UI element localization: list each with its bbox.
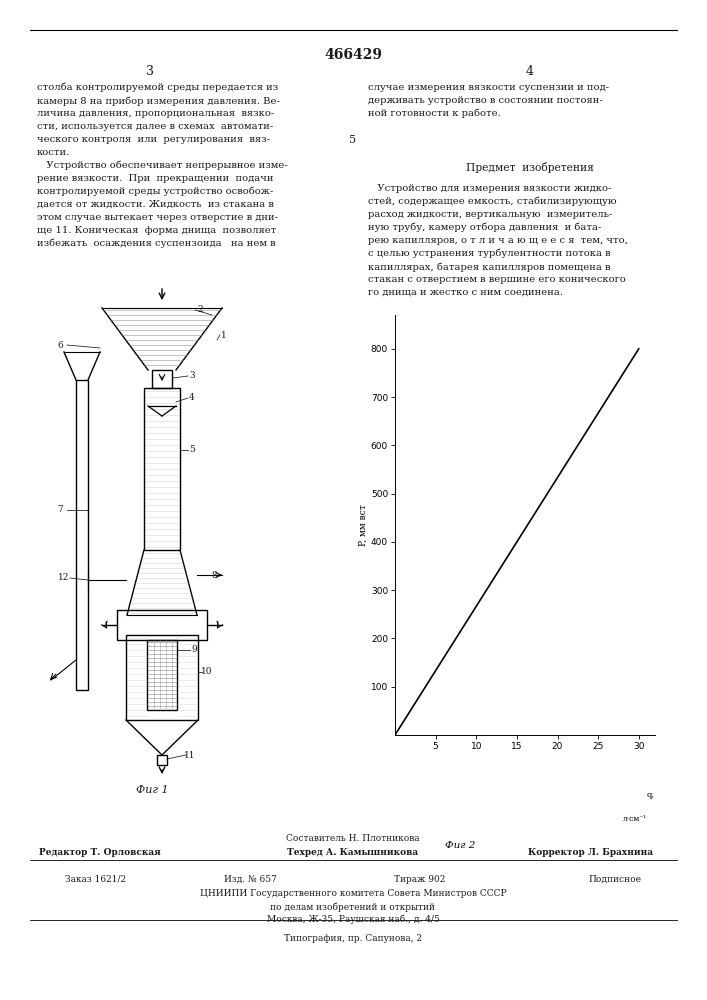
Text: контролируемой среды устройство освобож-: контролируемой среды устройство освобож- — [37, 187, 273, 196]
Text: Устройство для измерения вязкости жидко-: Устройство для измерения вязкости жидко- — [368, 184, 612, 193]
Text: дается от жидкости. Жидкость  из стакана в: дается от жидкости. Жидкость из стакана … — [37, 200, 274, 209]
Text: Фиг 1: Фиг 1 — [136, 785, 168, 795]
Text: рение вязкости.  При  прекращении  подачи: рение вязкости. При прекращении подачи — [37, 174, 274, 183]
Text: 466429: 466429 — [324, 48, 382, 62]
Text: 8: 8 — [211, 570, 217, 580]
Text: 5: 5 — [349, 135, 356, 145]
Text: ную трубу, камеру отбора давления  и бата-: ную трубу, камеру отбора давления и бата… — [368, 223, 602, 232]
Text: Подписное: Подписное — [588, 875, 641, 884]
Bar — [147, 640, 177, 710]
Text: ЦНИИПИ Государственного комитета Совета Министров СССР: ЦНИИПИ Государственного комитета Совета … — [199, 889, 506, 898]
Text: стакан с отверстием в вершине его конического: стакан с отверстием в вершине его кониче… — [368, 275, 626, 284]
Text: столба контролируемой среды передается из: столба контролируемой среды передается и… — [37, 83, 279, 93]
Text: рею капилляров, о т л и ч а ю щ е е с я  тем, что,: рею капилляров, о т л и ч а ю щ е е с я … — [368, 236, 628, 245]
Text: Фиг 2: Фиг 2 — [445, 841, 475, 850]
Text: случае измерения вязкости суспензии и под-: случае измерения вязкости суспензии и по… — [368, 83, 609, 92]
Text: 12: 12 — [58, 574, 70, 582]
Text: Тираж 902: Тираж 902 — [395, 875, 445, 884]
Y-axis label: P, мм вст: P, мм вст — [359, 504, 368, 546]
Bar — [152, 370, 172, 388]
Text: стей, содержащее емкость, стабилизирующую: стей, содержащее емкость, стабилизирующу… — [368, 197, 617, 207]
Text: ще 11. Коническая  форма днища  позволяет: ще 11. Коническая форма днища позволяет — [37, 226, 276, 235]
Text: Москва, Ж-35, Раушская наб., д. 4/5: Москва, Ж-35, Раушская наб., д. 4/5 — [267, 915, 440, 924]
Text: 9: 9 — [191, 646, 197, 654]
Text: Редактор Т. Орловская: Редактор Т. Орловская — [39, 848, 161, 857]
Text: 2: 2 — [197, 306, 203, 314]
Text: Корректор Л. Брахнина: Корректор Л. Брахнина — [527, 848, 653, 857]
Text: го днища и жестко с ним соединена.: го днища и жестко с ним соединена. — [368, 288, 563, 297]
Text: 6: 6 — [57, 340, 63, 350]
Text: избежать  осаждения суспензоида   на нем в: избежать осаждения суспензоида на нем в — [37, 239, 276, 248]
Text: 5: 5 — [189, 446, 195, 454]
Bar — [144, 388, 180, 550]
Text: капиллярах, батарея капилляров помещена в: капиллярах, батарея капилляров помещена … — [368, 262, 611, 271]
Text: 4: 4 — [189, 393, 195, 402]
Text: расход жидкости, вертикальную  измеритель-: расход жидкости, вертикальную измеритель… — [368, 210, 612, 219]
Text: держивать устройство в состоянии постоян-: держивать устройство в состоянии постоян… — [368, 96, 603, 105]
Text: q,: q, — [647, 791, 655, 799]
Text: Предмет  изобретения: Предмет изобретения — [466, 162, 594, 173]
Text: 3: 3 — [189, 371, 195, 380]
Text: сти, используется далее в схемах  автомати-: сти, используется далее в схемах автомат… — [37, 122, 273, 131]
Text: камеры 8 на прибор измерения давления. Ве-: камеры 8 на прибор измерения давления. В… — [37, 96, 280, 105]
Text: 10: 10 — [201, 668, 213, 676]
Text: Техред А. Камышникова: Техред А. Камышникова — [288, 848, 419, 857]
Bar — [157, 755, 167, 765]
Text: Типография, пр. Сапунова, 2: Типография, пр. Сапунова, 2 — [284, 934, 422, 943]
Text: этом случае вытекает через отверстие в дни-: этом случае вытекает через отверстие в д… — [37, 213, 278, 222]
Bar — [76, 380, 88, 690]
Text: 3: 3 — [146, 65, 154, 78]
Text: ной готовности к работе.: ной готовности к работе. — [368, 109, 501, 118]
Text: 1: 1 — [221, 330, 227, 340]
Bar — [117, 610, 207, 640]
Text: ческого контроля  или  регулирования  вяз-: ческого контроля или регулирования вяз- — [37, 135, 270, 144]
Text: л·см⁻¹: л·см⁻¹ — [622, 815, 647, 823]
Text: по делам изобретений и открытий: по делам изобретений и открытий — [271, 902, 436, 912]
Text: с целью устранения турбулентности потока в: с целью устранения турбулентности потока… — [368, 249, 611, 258]
Text: 11: 11 — [185, 750, 196, 760]
Text: Устройство обеспечивает непрерывное изме-: Устройство обеспечивает непрерывное изме… — [37, 161, 288, 170]
Text: Заказ 1621/2: Заказ 1621/2 — [65, 875, 126, 884]
Text: Изд. № 657: Изд. № 657 — [223, 875, 276, 884]
Text: Составитель Н. Плотникова: Составитель Н. Плотникова — [286, 834, 420, 843]
Text: кости.: кости. — [37, 148, 70, 157]
Text: 4: 4 — [526, 65, 534, 78]
Text: личина давления, пропорциональная  вязко-: личина давления, пропорциональная вязко- — [37, 109, 274, 118]
Text: 7: 7 — [57, 506, 63, 514]
Bar — [126, 635, 198, 720]
